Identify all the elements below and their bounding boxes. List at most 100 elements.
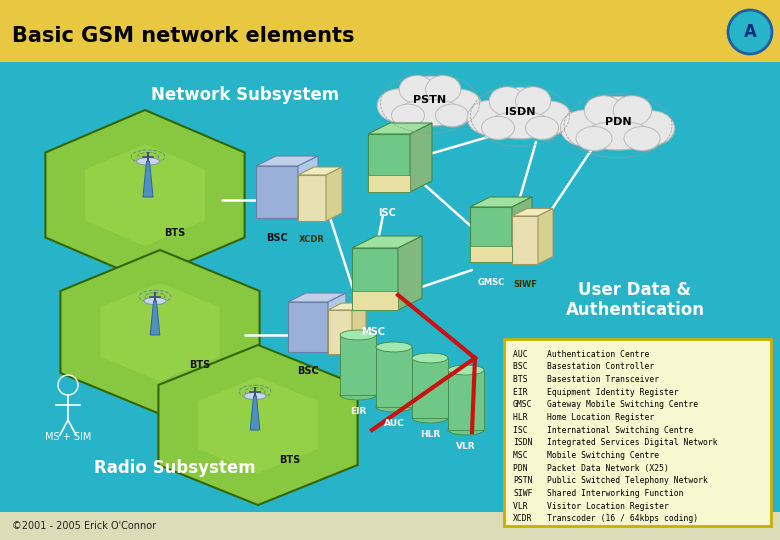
Text: AUC: AUC (513, 350, 533, 359)
Polygon shape (288, 293, 346, 302)
Ellipse shape (562, 111, 609, 147)
Polygon shape (352, 248, 398, 310)
Ellipse shape (398, 99, 462, 126)
Text: International Switching Centre: International Switching Centre (547, 426, 693, 435)
Ellipse shape (136, 158, 160, 165)
Polygon shape (328, 310, 352, 354)
Ellipse shape (392, 104, 424, 126)
Polygon shape (151, 301, 160, 335)
Ellipse shape (378, 89, 421, 123)
Ellipse shape (624, 126, 660, 151)
FancyBboxPatch shape (504, 339, 771, 526)
Text: Basestation Controller: Basestation Controller (547, 362, 654, 372)
Polygon shape (470, 207, 512, 262)
Polygon shape (45, 110, 245, 280)
Text: BTS: BTS (279, 455, 300, 465)
Polygon shape (298, 175, 326, 221)
Ellipse shape (629, 111, 675, 145)
Text: Packet Data Network (X25): Packet Data Network (X25) (547, 464, 669, 472)
Text: Basestation Transceiver: Basestation Transceiver (547, 375, 659, 384)
Ellipse shape (588, 97, 648, 140)
Text: EIR: EIR (349, 407, 366, 416)
Bar (0, 62, 780, 512)
Polygon shape (326, 167, 342, 221)
Ellipse shape (244, 393, 266, 400)
Text: BSC: BSC (266, 233, 288, 243)
Ellipse shape (488, 111, 552, 139)
Ellipse shape (526, 117, 559, 140)
Ellipse shape (492, 87, 548, 129)
Ellipse shape (586, 97, 624, 127)
Polygon shape (410, 123, 432, 192)
Polygon shape (470, 246, 512, 262)
Polygon shape (352, 236, 422, 248)
Ellipse shape (399, 100, 463, 127)
Text: VLR: VLR (456, 442, 476, 451)
Polygon shape (288, 302, 328, 352)
Polygon shape (256, 156, 318, 166)
Polygon shape (101, 283, 220, 381)
Text: Shared Interworking Function: Shared Interworking Function (547, 489, 683, 498)
Ellipse shape (613, 96, 651, 126)
Text: SIWF: SIWF (513, 489, 533, 498)
Text: MSC: MSC (513, 451, 533, 460)
Polygon shape (198, 377, 317, 473)
Text: BTS: BTS (165, 228, 186, 238)
Text: Mobile Switching Centre: Mobile Switching Centre (547, 451, 659, 460)
Ellipse shape (468, 102, 512, 136)
Ellipse shape (583, 122, 653, 150)
Ellipse shape (340, 390, 376, 400)
Text: GMSC: GMSC (477, 278, 505, 287)
Text: ISDN: ISDN (505, 107, 535, 117)
Ellipse shape (489, 112, 553, 140)
Polygon shape (538, 208, 553, 264)
Text: PDN: PDN (604, 117, 631, 127)
Ellipse shape (481, 116, 515, 139)
Ellipse shape (526, 116, 558, 139)
Polygon shape (376, 347, 412, 407)
Polygon shape (328, 293, 346, 352)
Ellipse shape (400, 77, 435, 105)
Text: ISC: ISC (513, 426, 533, 435)
Polygon shape (60, 250, 260, 414)
Text: AUC: AUC (384, 419, 404, 428)
Ellipse shape (448, 365, 484, 375)
Polygon shape (412, 358, 448, 418)
Text: BTS: BTS (190, 360, 211, 370)
Ellipse shape (392, 105, 426, 127)
Ellipse shape (441, 91, 483, 123)
Bar (0, 512, 780, 540)
Text: ISC: ISC (378, 208, 396, 218)
Polygon shape (512, 197, 532, 262)
Ellipse shape (403, 77, 459, 118)
Text: PSTN: PSTN (513, 476, 533, 485)
Ellipse shape (629, 112, 675, 146)
Text: Gateway Mobile Switching Centre: Gateway Mobile Switching Centre (547, 400, 698, 409)
Ellipse shape (399, 76, 434, 104)
Text: VLR: VLR (513, 502, 533, 510)
Ellipse shape (490, 88, 526, 117)
Ellipse shape (376, 342, 412, 352)
Ellipse shape (483, 117, 516, 140)
Ellipse shape (531, 102, 573, 136)
Ellipse shape (427, 77, 462, 105)
Text: HLR: HLR (513, 413, 533, 422)
Text: EIR: EIR (513, 388, 533, 397)
Ellipse shape (584, 96, 622, 126)
Ellipse shape (437, 105, 470, 127)
Ellipse shape (440, 90, 482, 122)
Circle shape (728, 10, 772, 54)
Text: Authentication Centre: Authentication Centre (547, 350, 650, 359)
Polygon shape (448, 370, 484, 430)
Ellipse shape (494, 89, 548, 130)
Bar (0, 0, 780, 62)
Ellipse shape (435, 104, 469, 126)
Text: PSTN: PSTN (413, 95, 447, 105)
Text: Network Subsystem: Network Subsystem (151, 86, 339, 104)
Polygon shape (512, 208, 553, 216)
Ellipse shape (467, 100, 511, 135)
Polygon shape (512, 216, 538, 264)
Text: Equipment Identity Register: Equipment Identity Register (547, 388, 679, 397)
Text: User Data &
Authentication: User Data & Authentication (566, 281, 704, 319)
Ellipse shape (530, 101, 572, 134)
